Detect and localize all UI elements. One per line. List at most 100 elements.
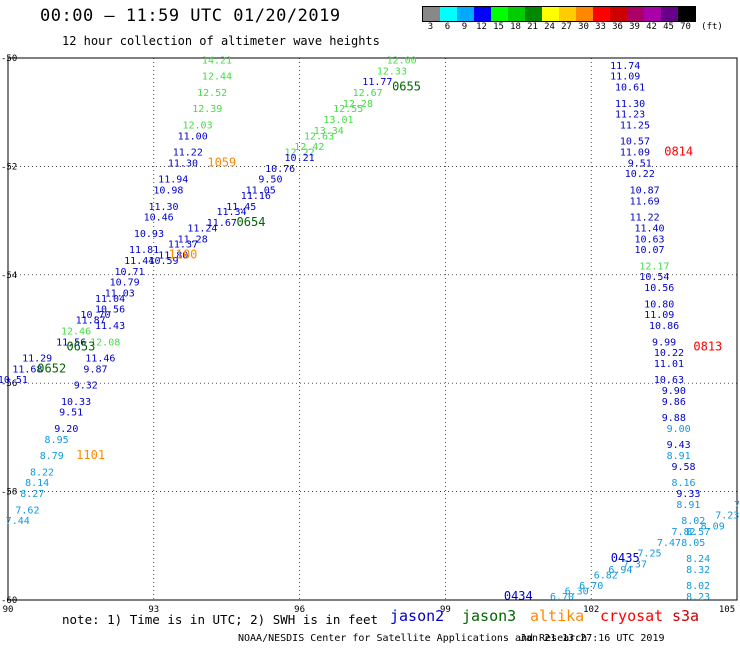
wave-height-value: 11.67 — [207, 218, 237, 229]
wave-height-value: 7.47 — [657, 538, 681, 549]
lon-tick-label: 99 — [440, 605, 451, 615]
wave-height-value: 8.27 — [20, 489, 44, 500]
lat-tick-label: -52 — [1, 162, 17, 172]
legend-swatch-label: 33 — [595, 22, 606, 32]
wave-height-value: 11.80 — [158, 251, 188, 262]
wave-height-value: 12.28 — [343, 99, 373, 110]
wave-height-value: 7 — [734, 500, 740, 511]
wave-height-value: 8.91 — [667, 451, 691, 462]
wave-height-value: 7.82 — [671, 527, 695, 538]
legend-s3a: s3a — [672, 607, 700, 625]
wave-height-value: 9.58 — [671, 462, 695, 473]
legend-swatch — [491, 7, 508, 21]
wave-height-value: 11.04 — [95, 294, 125, 305]
wave-height-value: 12.03 — [182, 120, 212, 131]
wave-height-value: 14.21 — [202, 55, 232, 66]
track-time-label: 0655 — [392, 80, 421, 94]
legend-jason2: jason2 — [390, 607, 445, 625]
wave-height-value: 11.87 — [76, 316, 106, 327]
legend-swatch-label: 45 — [663, 22, 674, 32]
map-frame — [7, 57, 738, 601]
wave-height-value: 9.20 — [54, 424, 78, 435]
wave-height-value: 12.33 — [377, 66, 407, 77]
wave-height-value: 8.09 — [701, 522, 725, 533]
wave-height-value: 11.22 — [630, 213, 660, 224]
wave-height-value: 11.23 — [615, 110, 645, 121]
lat-tick-label: -58 — [1, 488, 17, 498]
wave-height-value: 8.79 — [40, 451, 64, 462]
wave-height-value: 13.01 — [323, 115, 353, 126]
wave-height-value: 11.29 — [22, 354, 52, 365]
wave-height-value: 8.24 — [686, 554, 710, 565]
wave-height-value: 10.63 — [634, 234, 664, 245]
lon-tick-label: 90 — [3, 605, 14, 615]
wave-height-value: 12.39 — [192, 104, 222, 115]
legend-swatch — [542, 7, 559, 21]
wave-height-value: 10.71 — [114, 267, 144, 278]
wave-height-value: 10.46 — [144, 213, 174, 224]
wave-height-value: 10.22 — [654, 348, 684, 359]
legend-swatch-label: 6 — [444, 22, 451, 32]
wave-height-value: 11.56 — [56, 337, 86, 348]
wave-height-value: 10.87 — [630, 186, 660, 197]
legend-swatch-label: 9 — [461, 22, 468, 32]
wave-height-value: 9.86 — [662, 397, 686, 408]
lat-tick-label: -56 — [1, 379, 17, 389]
wave-height-value: 7.44 — [6, 516, 30, 527]
legend-unit: (ft) — [701, 22, 723, 32]
wave-height-value: 7.37 — [623, 559, 647, 570]
legend-swatch — [610, 7, 627, 21]
wave-height-value: 11.81 — [129, 245, 159, 256]
wave-height-value: 8.14 — [25, 478, 49, 489]
legend-swatch — [661, 7, 678, 21]
wave-height-value: 11.46 — [85, 354, 115, 365]
wave-height-value: 9.88 — [662, 413, 686, 424]
wave-height-value: 10.56 — [644, 283, 674, 294]
wave-height-value: 8.16 — [671, 478, 695, 489]
wave-height-value: 12.00 — [387, 55, 417, 66]
wave-height-value: 9.90 — [662, 386, 686, 397]
wave-height-value: 12.42 — [294, 142, 324, 153]
wave-height-value: 9.43 — [667, 440, 691, 451]
track-time-label: 1059 — [207, 155, 236, 169]
wave-height-value: 10.80 — [644, 299, 674, 310]
wave-height-value: 11.01 — [654, 359, 684, 370]
wave-height-value: 6.70 — [550, 592, 574, 603]
map-subtitle: 12 hour collection of altimeter wave hei… — [62, 34, 380, 48]
wave-height-value: 8.57 — [686, 527, 710, 538]
wave-height-value: 7.23 — [715, 511, 739, 522]
legend-swatch-label: 27 — [561, 22, 572, 32]
timestamp: Jan 21 13:27:16 UTC 2019 — [520, 633, 665, 644]
wave-height-value: 8.22 — [30, 467, 54, 478]
track-time-label: 0435 — [611, 551, 640, 565]
legend-swatch-label: 24 — [544, 22, 555, 32]
wave-height-value: 10.93 — [134, 229, 164, 240]
wave-height-value: 10.56 — [95, 305, 125, 316]
wave-height-value: 6.30 — [565, 587, 589, 598]
wave-height-value: 11.05 — [246, 186, 276, 197]
wave-height-value: 11.09 — [644, 310, 674, 321]
track-time-label: 0654 — [237, 215, 266, 229]
wave-height-value: 11.30 — [148, 202, 178, 213]
wave-height-value: 12.22 — [285, 148, 315, 159]
wave-height-value: 11.77 — [362, 77, 392, 88]
legend-swatch — [525, 7, 542, 21]
lon-tick-label: 93 — [148, 605, 159, 615]
lon-tick-label: 105 — [719, 605, 735, 615]
legend-swatch — [423, 7, 440, 21]
wave-height-value: 11.00 — [178, 131, 208, 142]
wave-height-value: 11.44 — [124, 256, 154, 267]
wave-height-value: 12.67 — [353, 88, 383, 99]
wave-height-value: 9.51 — [628, 158, 652, 169]
wave-height-value: 10.54 — [639, 272, 669, 283]
lat-tick-label: -50 — [1, 54, 17, 64]
wave-height-value: 7.25 — [637, 549, 661, 560]
map-title: 00:00 – 11:59 UTC 01/20/2019 — [40, 6, 341, 26]
legend-swatch — [474, 7, 491, 21]
wave-height-value: 12.63 — [304, 131, 334, 142]
legend-swatch-label: 42 — [646, 22, 657, 32]
wave-height-value: 9.51 — [59, 408, 83, 419]
wave-height-value: 10.57 — [620, 137, 650, 148]
wave-height-value: 9.32 — [74, 381, 98, 392]
